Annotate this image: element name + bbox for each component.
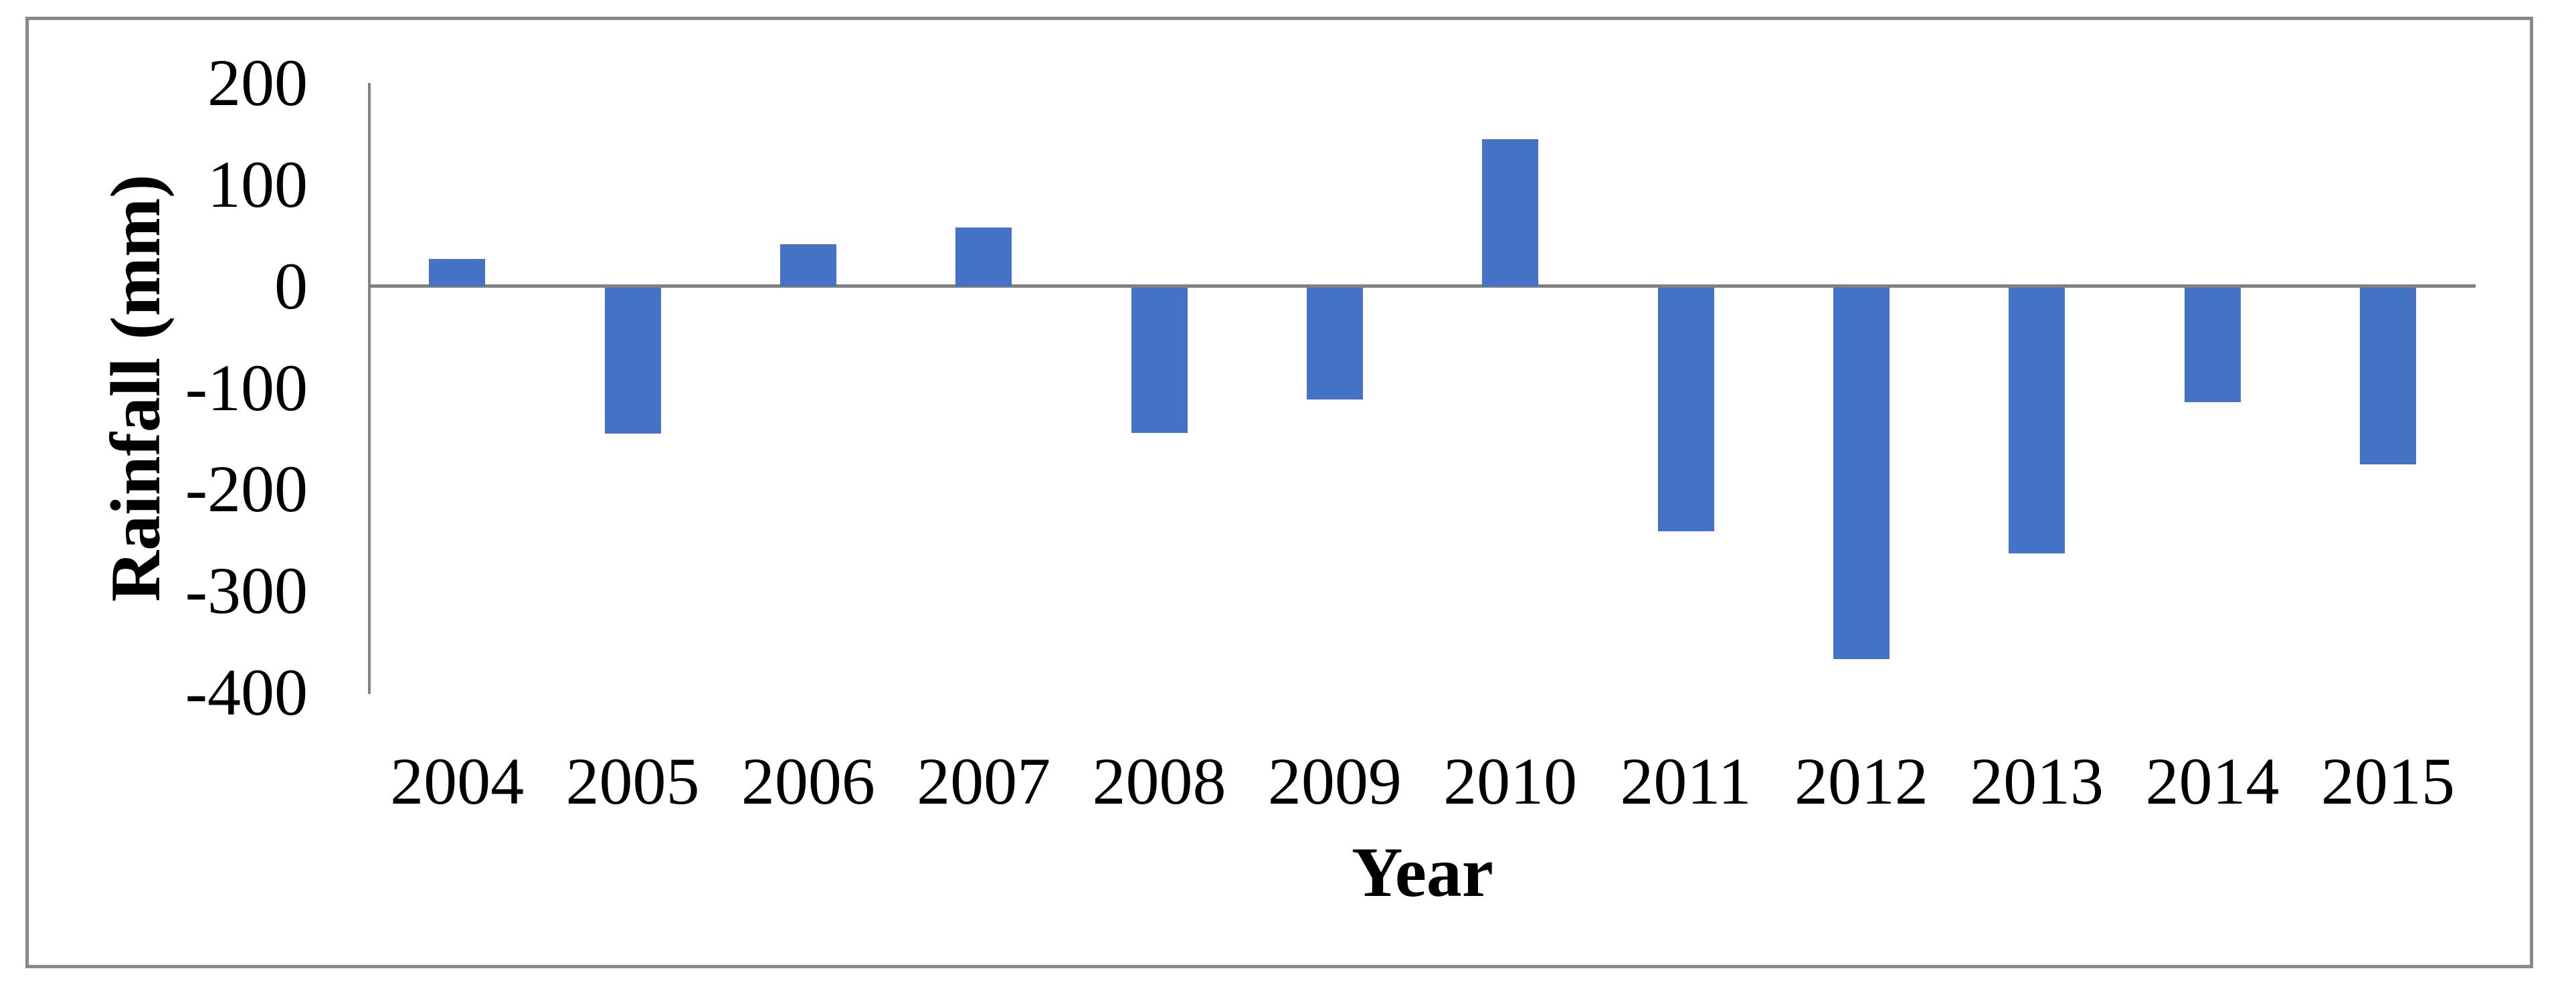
y-tick-label: 200 — [207, 46, 308, 120]
x-tick-label: 2008 — [1092, 744, 1226, 818]
bar-2008 — [1131, 287, 1188, 433]
x-axis-title: Year — [1352, 833, 1493, 911]
y-tick-label: -300 — [185, 553, 308, 628]
bar-2012 — [1833, 287, 1890, 660]
bar-2007 — [955, 227, 1012, 286]
x-tick-label: 2014 — [2145, 744, 2280, 818]
x-tick-label: 2007 — [917, 744, 1051, 818]
y-axis-line — [368, 83, 371, 694]
x-tick-label: 2006 — [741, 744, 875, 818]
x-tick-label: 2011 — [1620, 744, 1752, 818]
x-axis-zero-line — [368, 284, 2476, 288]
y-tick-label: -400 — [185, 655, 308, 729]
bar-2006 — [779, 244, 836, 286]
bar-2009 — [1306, 287, 1363, 399]
y-tick-label: 0 — [274, 248, 308, 323]
bar-2004 — [429, 258, 486, 286]
bar-2013 — [2009, 287, 2065, 554]
y-tick-label: -200 — [185, 452, 308, 527]
x-tick-label: 2009 — [1267, 744, 1402, 818]
x-tick-label: 2004 — [390, 744, 525, 818]
y-tick-label: -100 — [185, 350, 308, 425]
bar-2015 — [2359, 287, 2416, 464]
x-tick-label: 2012 — [1794, 744, 1928, 818]
bar-2011 — [1657, 287, 1714, 532]
x-tick-label: 2015 — [2320, 744, 2455, 818]
x-tick-label: 2010 — [1443, 744, 1578, 818]
bar-2014 — [2184, 287, 2241, 403]
bar-2010 — [1482, 139, 1539, 286]
x-tick-label: 2005 — [565, 744, 700, 818]
bar-2005 — [604, 287, 661, 434]
x-tick-label: 2013 — [1970, 744, 2104, 818]
chart-outer-border — [25, 17, 2533, 968]
y-tick-label: 100 — [207, 147, 308, 221]
